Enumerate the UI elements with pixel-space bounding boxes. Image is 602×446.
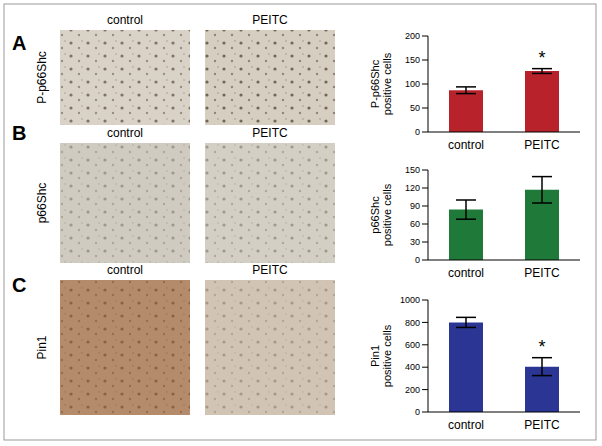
svg-text:100: 100 bbox=[405, 79, 420, 89]
svg-text:*: * bbox=[538, 48, 545, 68]
svg-text:PEITC: PEITC bbox=[524, 418, 560, 432]
svg-text:30: 30 bbox=[410, 237, 420, 247]
svg-text:control: control bbox=[107, 263, 143, 277]
svg-text:control: control bbox=[107, 126, 143, 140]
svg-text:Pin1positive cells: Pin1positive cells bbox=[369, 324, 393, 387]
svg-text:120: 120 bbox=[405, 183, 420, 193]
svg-text:A: A bbox=[12, 32, 26, 54]
svg-text:B: B bbox=[12, 122, 26, 144]
svg-text:P-p66Shcpositive cells: P-p66Shcpositive cells bbox=[369, 52, 393, 115]
svg-text:PEITC: PEITC bbox=[524, 266, 560, 280]
svg-text:200: 200 bbox=[405, 31, 420, 41]
svg-text:control: control bbox=[448, 266, 484, 280]
svg-text:0: 0 bbox=[415, 127, 420, 137]
svg-text:control: control bbox=[107, 13, 143, 27]
svg-text:p66Shc: p66Shc bbox=[35, 183, 49, 224]
svg-text:0: 0 bbox=[415, 407, 420, 417]
svg-text:*: * bbox=[538, 337, 545, 357]
svg-text:200: 200 bbox=[405, 385, 420, 395]
svg-text:control: control bbox=[448, 138, 484, 152]
svg-text:50: 50 bbox=[410, 103, 420, 113]
svg-text:400: 400 bbox=[405, 362, 420, 372]
svg-text:1000: 1000 bbox=[400, 295, 420, 305]
svg-text:60: 60 bbox=[410, 219, 420, 229]
svg-text:PEITC: PEITC bbox=[524, 138, 560, 152]
svg-text:0: 0 bbox=[415, 255, 420, 265]
svg-text:PEITC: PEITC bbox=[252, 263, 288, 277]
svg-text:Pin1: Pin1 bbox=[35, 335, 49, 359]
svg-text:800: 800 bbox=[405, 318, 420, 328]
svg-text:P-p66Shc: P-p66Shc bbox=[35, 51, 49, 104]
svg-text:90: 90 bbox=[410, 201, 420, 211]
svg-text:p66Shcpositive cells: p66Shcpositive cells bbox=[369, 183, 393, 246]
svg-text:PEITC: PEITC bbox=[252, 126, 288, 140]
svg-text:150: 150 bbox=[405, 55, 420, 65]
svg-text:C: C bbox=[12, 274, 26, 296]
svg-text:PEITC: PEITC bbox=[252, 13, 288, 27]
svg-text:control: control bbox=[448, 418, 484, 432]
svg-text:600: 600 bbox=[405, 340, 420, 350]
svg-text:150: 150 bbox=[405, 165, 420, 175]
